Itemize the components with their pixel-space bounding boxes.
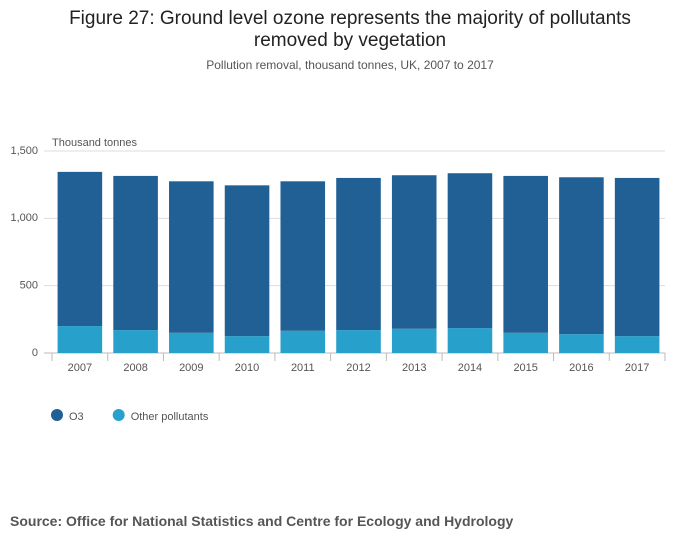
bar-segment (503, 332, 548, 353)
bar-segment (391, 175, 437, 329)
bar-segment (336, 330, 381, 353)
y-axis-label: Thousand tonnes (52, 137, 138, 149)
x-tick-label: 2012 (346, 362, 370, 374)
y-tick-label: 500 (20, 280, 38, 292)
x-tick-label: 2010 (235, 362, 259, 374)
bar-segment (169, 181, 214, 333)
bar-segment (447, 328, 493, 353)
x-tick-label: 2017 (625, 362, 649, 374)
bar-segment (57, 171, 103, 327)
bar-segment (280, 330, 326, 353)
x-tick-label: 2009 (179, 362, 203, 374)
x-tick-label: 2015 (513, 362, 537, 374)
bar-segment (559, 334, 604, 353)
source: Source: Office for National Statistics a… (10, 513, 514, 529)
bar-segment (391, 328, 437, 353)
x-tick-label: 2016 (569, 362, 593, 374)
bar-segment (614, 177, 660, 337)
legend-swatch (112, 409, 125, 421)
bar-segment (447, 173, 493, 329)
legend-label: O3 (69, 411, 84, 423)
bar-segment (169, 332, 214, 353)
chart: Thousand tonnes 0 500 1,000 1,500 2007 2008 20… (10, 137, 666, 423)
bar-segment (614, 336, 660, 353)
bar-segment (113, 330, 158, 353)
bar-segment (113, 175, 158, 331)
y-tick-label: 1,000 (10, 212, 38, 224)
x-tick-label: 2014 (458, 362, 482, 374)
x-tick-label: 2008 (123, 362, 147, 374)
bar-segment (559, 177, 604, 335)
bar-segment (57, 326, 103, 353)
y-tick-label: 1,500 (10, 145, 38, 157)
x-tick-label: 2007 (68, 362, 92, 374)
legend-swatch (51, 409, 63, 421)
y-tick-label: 0 (32, 347, 38, 359)
x-tick-label: 2011 (291, 362, 315, 374)
bar-segment (224, 336, 270, 353)
bar-segment (336, 177, 381, 331)
chart-subtitle: Pollution removal, thousand tonnes, UK, … (206, 58, 494, 72)
bar-segment (280, 181, 326, 331)
legend-label: Other pollutants (131, 411, 209, 423)
x-tick-label: 2013 (402, 362, 426, 374)
bar-segment (224, 185, 270, 337)
bar-segment (503, 175, 548, 333)
chart-title: Figure 27: Ground level ozone represents… (69, 8, 631, 51)
